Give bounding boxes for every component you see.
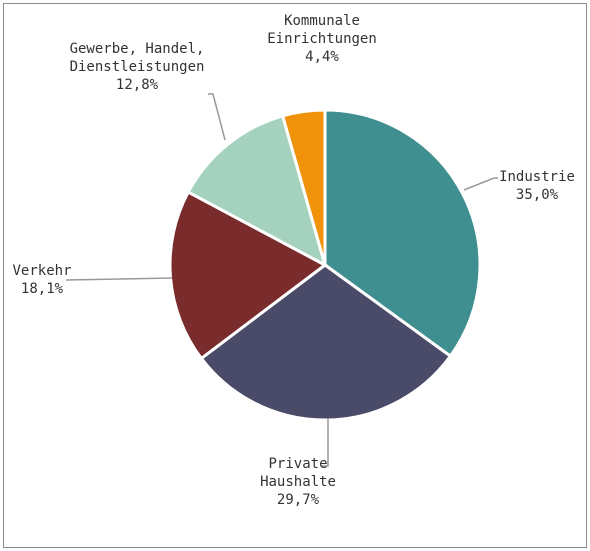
frame — [3, 3, 587, 548]
category-label: Kommunale Einrichtungen — [267, 13, 377, 47]
leader-line — [65, 277, 173, 281]
leader-line — [463, 177, 498, 191]
value-label: 29,7% — [276, 492, 320, 508]
pie — [168, 108, 482, 422]
leader-line — [208, 93, 226, 141]
value-label: 18,1% — [20, 281, 64, 297]
leader-line — [322, 418, 329, 467]
pie-slice — [168, 190, 328, 361]
category-label: Gewerbe, Handel, Dienstleistungen — [69, 41, 205, 75]
pie-slice — [280, 108, 327, 266]
leader-lines — [65, 93, 498, 467]
pie-slice — [323, 108, 482, 359]
value-label: 35,0% — [515, 187, 559, 203]
value-label: 12,8% — [115, 77, 159, 93]
category-label: Private Haushalte — [260, 456, 336, 490]
pie-slice — [186, 114, 328, 268]
category-label: Verkehr — [12, 263, 72, 279]
category-label: Industrie — [499, 169, 575, 185]
value-label: 4,4% — [305, 49, 339, 65]
pie-slice — [199, 263, 453, 422]
